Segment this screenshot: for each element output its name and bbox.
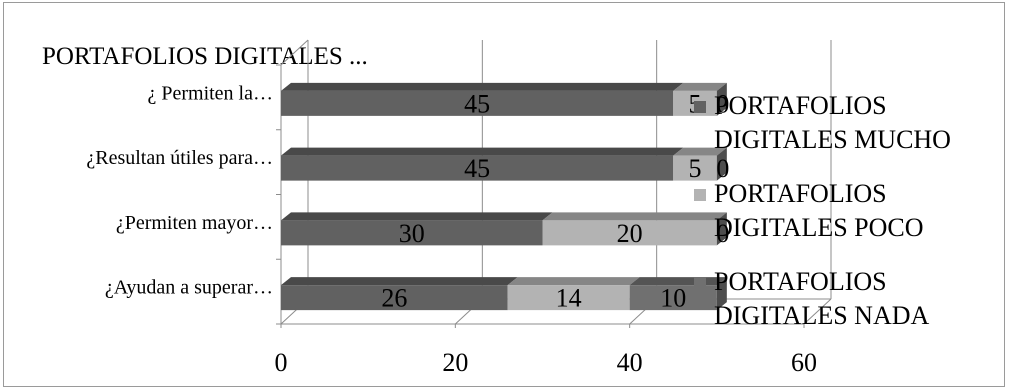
bar-side bbox=[716, 147, 727, 181]
bar-top bbox=[281, 82, 684, 91]
side-wall-top bbox=[280, 39, 309, 66]
bar-top bbox=[673, 147, 727, 156]
bar-top bbox=[542, 212, 727, 221]
x-tick-label: 60 bbox=[791, 348, 817, 377]
data-label: 14 bbox=[556, 284, 582, 313]
bar bbox=[281, 155, 674, 181]
category-label: ¿Resultan útiles para… bbox=[86, 147, 273, 169]
bar-side bbox=[716, 82, 727, 116]
data-label: 30 bbox=[399, 219, 425, 248]
chart-frame: PORTAFOLIOS DIGITALES ... 0 20 40 60 ¿ Permi… bbox=[3, 2, 1005, 387]
data-label: 5 bbox=[689, 154, 702, 183]
legend: PORTAFOLIOS DIGITALES MUCHO PORTAFOLIOS … bbox=[694, 89, 1009, 353]
data-label: 45 bbox=[464, 89, 490, 118]
legend-item-mucho: PORTAFOLIOS DIGITALES MUCHO bbox=[694, 89, 1009, 157]
bar-side bbox=[716, 212, 727, 246]
x-tick-label: 0 bbox=[275, 348, 288, 377]
bar-side bbox=[716, 277, 727, 311]
gridline-floor bbox=[803, 298, 832, 325]
category-label: ¿Ayudan a superar… bbox=[105, 277, 273, 299]
x-tick-label: 40 bbox=[617, 348, 643, 377]
data-label: 0 bbox=[716, 89, 729, 118]
data-label: 45 bbox=[464, 154, 490, 183]
legend-item-poco: PORTAFOLIOS DIGITALES POCO bbox=[694, 177, 1009, 245]
data-label: 20 bbox=[617, 219, 643, 248]
bar-top bbox=[507, 277, 640, 286]
legend-label-poco: PORTAFOLIOS DIGITALES POCO bbox=[714, 179, 924, 242]
category-label: ¿Permiten mayor… bbox=[116, 212, 273, 234]
bar-top bbox=[673, 82, 727, 91]
bar bbox=[281, 285, 508, 311]
data-label: 26 bbox=[381, 284, 407, 313]
bar bbox=[673, 155, 717, 181]
x-tick-label: 20 bbox=[442, 348, 468, 377]
legend-item-nada: PORTAFOLIOS DIGITALES NADA bbox=[694, 265, 1009, 333]
data-label: 0 bbox=[716, 154, 729, 183]
bar-top bbox=[281, 212, 553, 221]
legend-swatch-mucho bbox=[694, 101, 706, 113]
data-label: 10 bbox=[660, 284, 686, 313]
legend-swatch-poco bbox=[694, 189, 706, 201]
bar bbox=[507, 285, 630, 311]
legend-label-mucho: PORTAFOLIOS DIGITALES MUCHO bbox=[714, 91, 951, 154]
category-label: ¿ Permiten la… bbox=[147, 82, 273, 104]
bar bbox=[542, 220, 717, 246]
chart-title: PORTAFOLIOS DIGITALES ... bbox=[42, 43, 368, 70]
legend-swatch-nada bbox=[694, 277, 706, 289]
data-label: 0 bbox=[716, 219, 729, 248]
bar-top bbox=[281, 147, 684, 156]
bar bbox=[629, 285, 717, 311]
bar-top bbox=[281, 277, 518, 286]
bar bbox=[281, 220, 543, 246]
bar bbox=[281, 90, 674, 116]
legend-label-nada: PORTAFOLIOS DIGITALES NADA bbox=[714, 267, 930, 330]
